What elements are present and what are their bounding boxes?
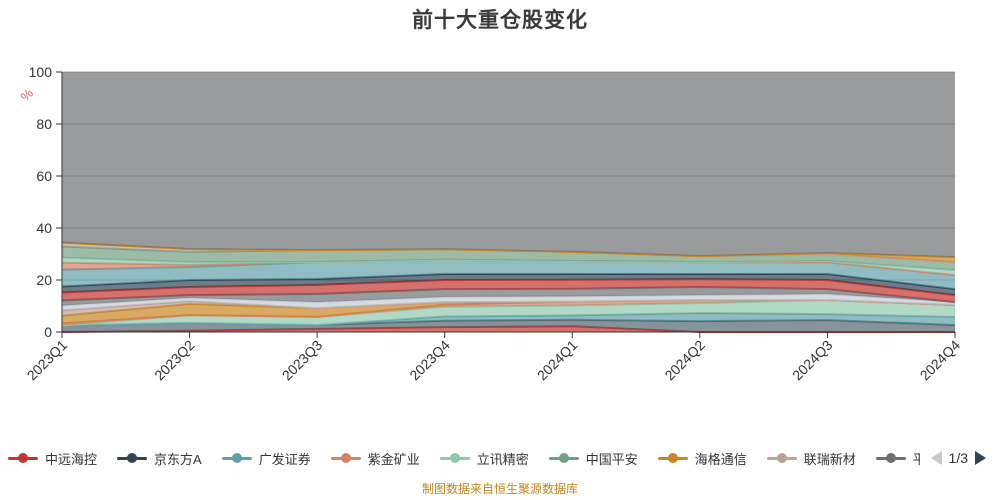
x-tick-label: 2023Q4 xyxy=(406,337,453,384)
x-tick-label: 2024Q4 xyxy=(917,337,964,384)
legend-page-indicator: 1/3 xyxy=(948,450,968,466)
chart-canvas[interactable]: 0 20 40 60 80 100 2023Q1 2023Q2 2023Q3 2023Q4 2024… xyxy=(0,40,1000,440)
area-series-14[interactable] xyxy=(62,246,955,271)
legend-line-dot-icon xyxy=(875,452,906,464)
area-series-7[interactable] xyxy=(62,294,955,311)
legend-label: 广发证券 xyxy=(258,451,311,467)
legend: 中远海控 京东方A 广发证券 紫金矿业 立讯精密 中国平安 海格通信 联瑞新材 平 1/3 xyxy=(8,444,1000,472)
area-series-0[interactable] xyxy=(62,326,955,332)
y-tick-label: 40 xyxy=(36,220,52,236)
legend-item-0[interactable]: 中远海控 xyxy=(8,449,97,468)
legend-label: 立讯精密 xyxy=(476,451,529,467)
legend-line-dot-icon xyxy=(439,452,470,464)
y-tick-label: 0 xyxy=(44,324,52,340)
x-tick-label: 2023Q1 xyxy=(24,337,71,384)
x-tick-label: 2023Q3 xyxy=(279,337,326,384)
y-tick-label: 60 xyxy=(36,168,52,184)
legend-next-arrow-icon[interactable] xyxy=(975,451,986,465)
legend-line-dot-icon xyxy=(117,452,148,464)
legend-label: 联瑞新材 xyxy=(803,451,856,467)
legend-items: 中远海控 京东方A 广发证券 紫金矿业 立讯精密 中国平安 海格通信 联瑞新材 平 xyxy=(8,449,925,468)
legend-pager: 1/3 xyxy=(925,450,1000,466)
area-series-9[interactable] xyxy=(62,279,955,303)
y-tick-label: 80 xyxy=(36,116,52,132)
area-series-3[interactable] xyxy=(62,300,955,326)
x-tick-label: 2024Q3 xyxy=(789,337,836,384)
x-tick-label: 2024Q2 xyxy=(661,337,708,384)
legend-item-7[interactable]: 联瑞新材 xyxy=(766,449,856,468)
legend-line-dot-icon xyxy=(766,452,797,464)
legend-label: 紫金矿业 xyxy=(367,451,420,467)
area-series-2[interactable] xyxy=(62,313,955,326)
legend-line-dot-icon xyxy=(548,452,579,464)
x-tick-label: 2023Q2 xyxy=(151,337,198,384)
legend-item-4[interactable]: 立讯精密 xyxy=(439,449,529,468)
legend-label: 中远海控 xyxy=(45,451,98,467)
legend-item-5[interactable]: 中国平安 xyxy=(548,449,638,468)
chart-title: 前十大重仓股变化 xyxy=(412,9,588,32)
legend-item-8[interactable]: 平 xyxy=(875,449,920,468)
x-tick-label: 2024Q1 xyxy=(534,337,581,384)
legend-item-2[interactable]: 广发证券 xyxy=(221,449,311,468)
area-series-5[interactable] xyxy=(62,300,955,324)
legend-prev-arrow-icon[interactable] xyxy=(930,451,942,465)
chart-svg[interactable]: 0 20 40 60 80 100 2023Q1 2023Q2 2023Q3 2023Q4 2024… xyxy=(0,40,1000,440)
y-tick-label: 20 xyxy=(36,272,52,288)
legend-label: 海格通信 xyxy=(694,451,747,467)
legend-line-dot-icon xyxy=(657,452,688,464)
legend-label: 中国平安 xyxy=(585,451,638,467)
area-series-4[interactable] xyxy=(62,300,955,326)
legend-line-dot-icon xyxy=(330,452,361,464)
legend-item-6[interactable]: 海格通信 xyxy=(657,449,747,468)
area-others-fill[interactable] xyxy=(62,72,955,258)
area-series-8[interactable] xyxy=(62,287,955,306)
areas-group[interactable] xyxy=(61,72,956,333)
y-axis-name: % xyxy=(17,85,36,104)
legend-line-dot-icon xyxy=(8,452,38,464)
legend-line-dot-icon xyxy=(221,452,252,464)
area-series-1[interactable] xyxy=(62,319,955,332)
legend-item-3[interactable]: 紫金矿业 xyxy=(330,449,420,468)
legend-label: 平 xyxy=(912,451,920,467)
data-source-note: 制图数据来自恒生聚源数据库 xyxy=(421,482,578,496)
legend-label: 京东方A xyxy=(154,451,202,467)
legend-item-1[interactable]: 京东方A xyxy=(117,449,202,468)
area-series-11[interactable] xyxy=(62,259,955,290)
y-tick-label: 100 xyxy=(29,64,53,80)
